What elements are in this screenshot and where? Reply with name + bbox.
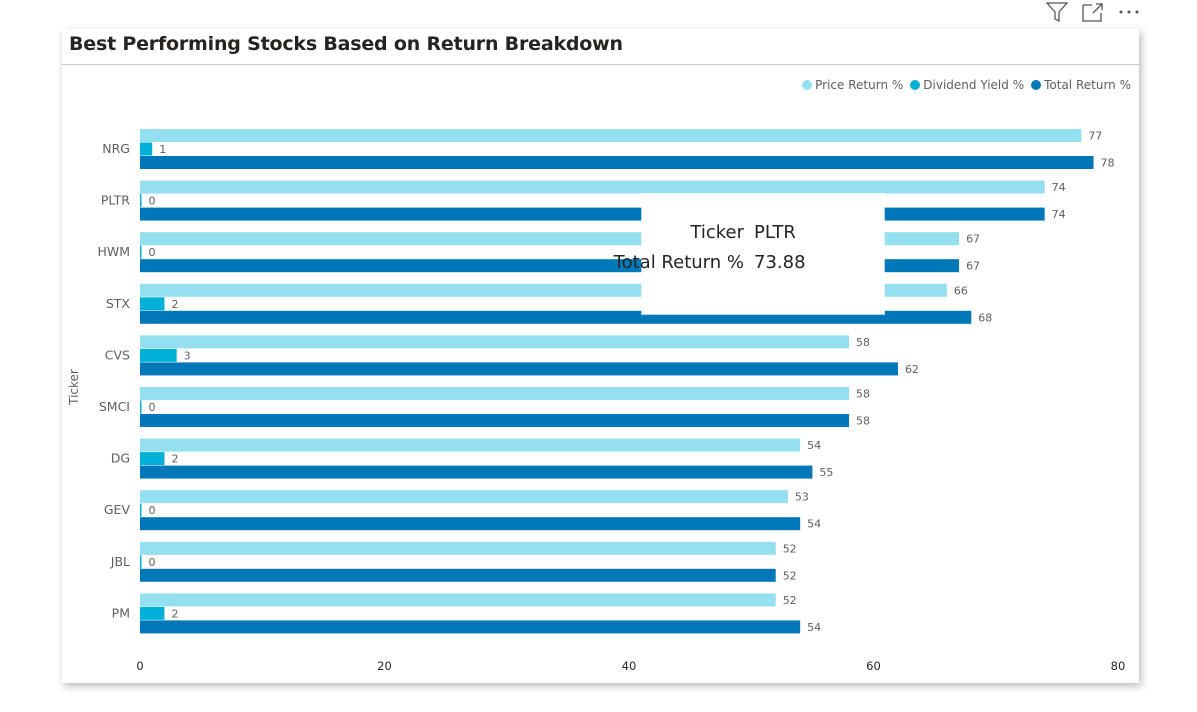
bar-total-return[interactable]	[140, 362, 898, 376]
x-tick-label: 40	[622, 659, 637, 673]
legend-item-dividend-yield[interactable]: Dividend Yield %	[910, 78, 1024, 92]
data-label: 58	[856, 336, 870, 349]
bar-dividend-yield[interactable]	[140, 297, 165, 311]
legend-marker	[1031, 80, 1042, 90]
data-label: 0	[149, 401, 156, 414]
tooltip-value: 73.88	[754, 252, 806, 273]
data-label: 53	[795, 491, 809, 504]
hover-tooltip: Ticker PLTR Total Return % 73.88	[614, 194, 884, 314]
bar-total-return[interactable]	[140, 156, 1094, 169]
data-label: 0	[149, 195, 156, 208]
y-tick-label: JBL	[110, 554, 130, 569]
tooltip-key: Total Return %	[613, 252, 744, 273]
data-label: 55	[819, 466, 833, 479]
chart-card: Best Performing Stocks Based on Return B…	[62, 29, 1139, 683]
data-label: 66	[954, 284, 968, 297]
legend-label: Dividend Yield %	[923, 78, 1025, 92]
tooltip-value: PLTR	[754, 222, 796, 243]
bar-dividend-yield[interactable]	[140, 606, 165, 620]
title-divider	[62, 64, 1139, 65]
y-tick-label: HWM	[97, 244, 130, 259]
bar-dividend-yield[interactable]	[140, 194, 142, 208]
chart-title: Best Performing Stocks Based on Return B…	[69, 33, 623, 55]
x-tick-label: 0	[136, 659, 143, 673]
data-label: 0	[149, 504, 156, 517]
bar-total-return[interactable]	[140, 414, 850, 427]
x-tick-label: 20	[377, 659, 392, 673]
legend-item-price-return[interactable]: Price Return %	[802, 78, 903, 92]
bar-total-return[interactable]	[140, 568, 776, 582]
bar-price-return[interactable]	[140, 593, 776, 607]
bar-dividend-yield[interactable]	[140, 503, 142, 517]
data-label: 54	[807, 439, 821, 452]
visual-header-toolbar	[1045, 0, 1141, 24]
y-tick-label: GEV	[104, 502, 131, 517]
y-axis-title: Ticker	[67, 369, 81, 406]
data-label: 58	[856, 415, 870, 428]
data-label: 78	[1101, 157, 1115, 170]
data-label: 74	[1052, 208, 1066, 221]
bar-total-return[interactable]	[140, 310, 972, 324]
data-label: 3	[184, 349, 191, 362]
data-label: 2	[171, 453, 178, 466]
y-tick-label: DG	[111, 451, 130, 466]
bar-price-return[interactable]	[140, 387, 850, 400]
filter-icon[interactable]	[1045, 0, 1069, 24]
bar-dividend-yield[interactable]	[140, 245, 142, 259]
data-label: 0	[149, 556, 156, 569]
data-label: 1	[159, 143, 166, 156]
data-label: 52	[783, 542, 797, 555]
data-label: 0	[149, 246, 156, 259]
focus-mode-icon[interactable]	[1081, 0, 1105, 24]
bar-price-return[interactable]	[140, 180, 1045, 194]
legend-item-total-return[interactable]: Total Return %	[1031, 78, 1131, 92]
data-label: 2	[171, 298, 178, 311]
bar-price-return[interactable]	[140, 541, 776, 555]
data-label: 58	[856, 388, 870, 401]
bar-price-return[interactable]	[140, 438, 801, 452]
bar-price-return[interactable]	[140, 129, 1082, 142]
data-label: 52	[783, 569, 797, 582]
bar-price-return[interactable]	[140, 335, 850, 349]
data-label: 62	[905, 363, 919, 376]
tooltip-key: Ticker	[690, 222, 744, 243]
data-label: 67	[966, 233, 980, 246]
legend-label: Price Return %	[815, 78, 904, 92]
bar-dividend-yield[interactable]	[140, 452, 165, 466]
data-label: 74	[1052, 181, 1066, 194]
legend-marker	[802, 80, 813, 90]
data-label: 54	[807, 621, 821, 634]
data-label: 67	[966, 260, 980, 273]
bar-dividend-yield[interactable]	[140, 400, 142, 414]
data-label: 68	[978, 311, 992, 324]
legend-marker	[910, 80, 921, 90]
bar-dividend-yield[interactable]	[140, 555, 142, 569]
legend-label: Total Return %	[1044, 78, 1131, 92]
x-tick-label: 60	[866, 659, 881, 673]
bar-chart-plot: Ticker NRG 77 1 78 PLTR 74 0 74 HWM 67 0 67 STX 66 2 68 C…	[67, 129, 1126, 673]
y-tick-label: STX	[106, 296, 131, 311]
bar-price-return[interactable]	[140, 490, 788, 504]
bar-total-return[interactable]	[140, 207, 1045, 221]
y-tick-label: PLTR	[101, 193, 130, 208]
y-tick-label: PM	[112, 605, 130, 620]
data-label: 52	[783, 594, 797, 607]
bar-total-return[interactable]	[140, 517, 801, 531]
more-options-icon[interactable]	[1117, 0, 1141, 24]
y-tick-label: SMCI	[99, 399, 130, 414]
bar-dividend-yield[interactable]	[140, 142, 153, 156]
data-label: 77	[1088, 130, 1102, 143]
y-tick-label: CVS	[105, 347, 130, 362]
data-label: 54	[807, 518, 821, 531]
bar-total-return[interactable]	[140, 620, 801, 634]
bar-dividend-yield[interactable]	[140, 348, 177, 362]
chart-legend: Price Return % Dividend Yield % Total Re…	[802, 78, 1131, 92]
data-label: 2	[171, 607, 178, 620]
y-tick-label: NRG	[102, 141, 130, 156]
bar-total-return[interactable]	[140, 465, 813, 479]
x-tick-label: 80	[1111, 659, 1126, 673]
